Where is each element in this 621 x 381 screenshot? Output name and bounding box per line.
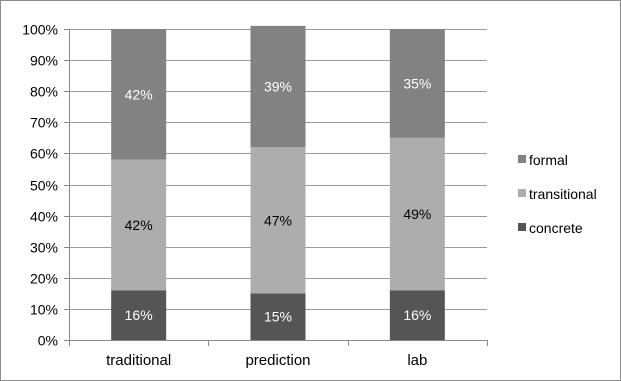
bar-segment-concrete xyxy=(111,290,167,340)
data-label: 39% xyxy=(264,79,292,95)
data-label: 42% xyxy=(125,217,153,233)
bar-segment-formal xyxy=(111,29,167,160)
legend-label: concrete xyxy=(529,220,583,236)
y-tick-label: 20% xyxy=(30,271,58,287)
y-tick-label: 30% xyxy=(30,240,58,256)
legend-label: transitional xyxy=(529,186,597,202)
data-label: 15% xyxy=(264,309,292,325)
y-tick-label: 10% xyxy=(30,302,58,318)
legend-swatch xyxy=(518,189,526,197)
bar-segment-transitional xyxy=(250,147,306,294)
data-label: 49% xyxy=(403,206,431,222)
y-tick-label: 60% xyxy=(30,146,58,162)
bar-segment-transitional xyxy=(111,159,167,291)
y-tick-label: 100% xyxy=(22,22,58,38)
legend-swatch xyxy=(518,155,526,163)
bar-segment-formal xyxy=(389,29,445,138)
y-tick-label: 50% xyxy=(30,178,58,194)
data-label: 16% xyxy=(125,307,153,323)
data-label: 16% xyxy=(403,307,431,323)
bar-segment-formal xyxy=(250,25,306,148)
legend: formal transitional concrete xyxy=(518,152,597,236)
x-tick-label: prediction xyxy=(245,352,310,369)
axes: 0% 10% 20% 30% 40% 50% 60% 70% 80% 90% 100% traditi… xyxy=(22,22,488,369)
y-tick-label: 40% xyxy=(30,209,58,225)
bar-segment-transitional xyxy=(389,137,445,291)
legend-swatch xyxy=(518,223,526,231)
bar-segment-concrete xyxy=(389,290,445,340)
y-tick-label: 90% xyxy=(30,53,58,69)
legend-label: formal xyxy=(529,152,568,168)
bars: 16% 42% 42% 15% 47% 39% 16% 49% 35% xyxy=(111,25,445,340)
y-tick-label: 70% xyxy=(30,115,58,131)
y-tick-label: 0% xyxy=(38,333,58,349)
bar-segment-concrete xyxy=(250,293,306,340)
y-tick-label: 80% xyxy=(30,84,58,100)
data-label: 42% xyxy=(125,86,153,102)
x-tick-label: traditional xyxy=(106,352,171,369)
x-tick-label: lab xyxy=(407,352,427,369)
data-label: 35% xyxy=(403,75,431,91)
data-label: 47% xyxy=(264,212,292,228)
